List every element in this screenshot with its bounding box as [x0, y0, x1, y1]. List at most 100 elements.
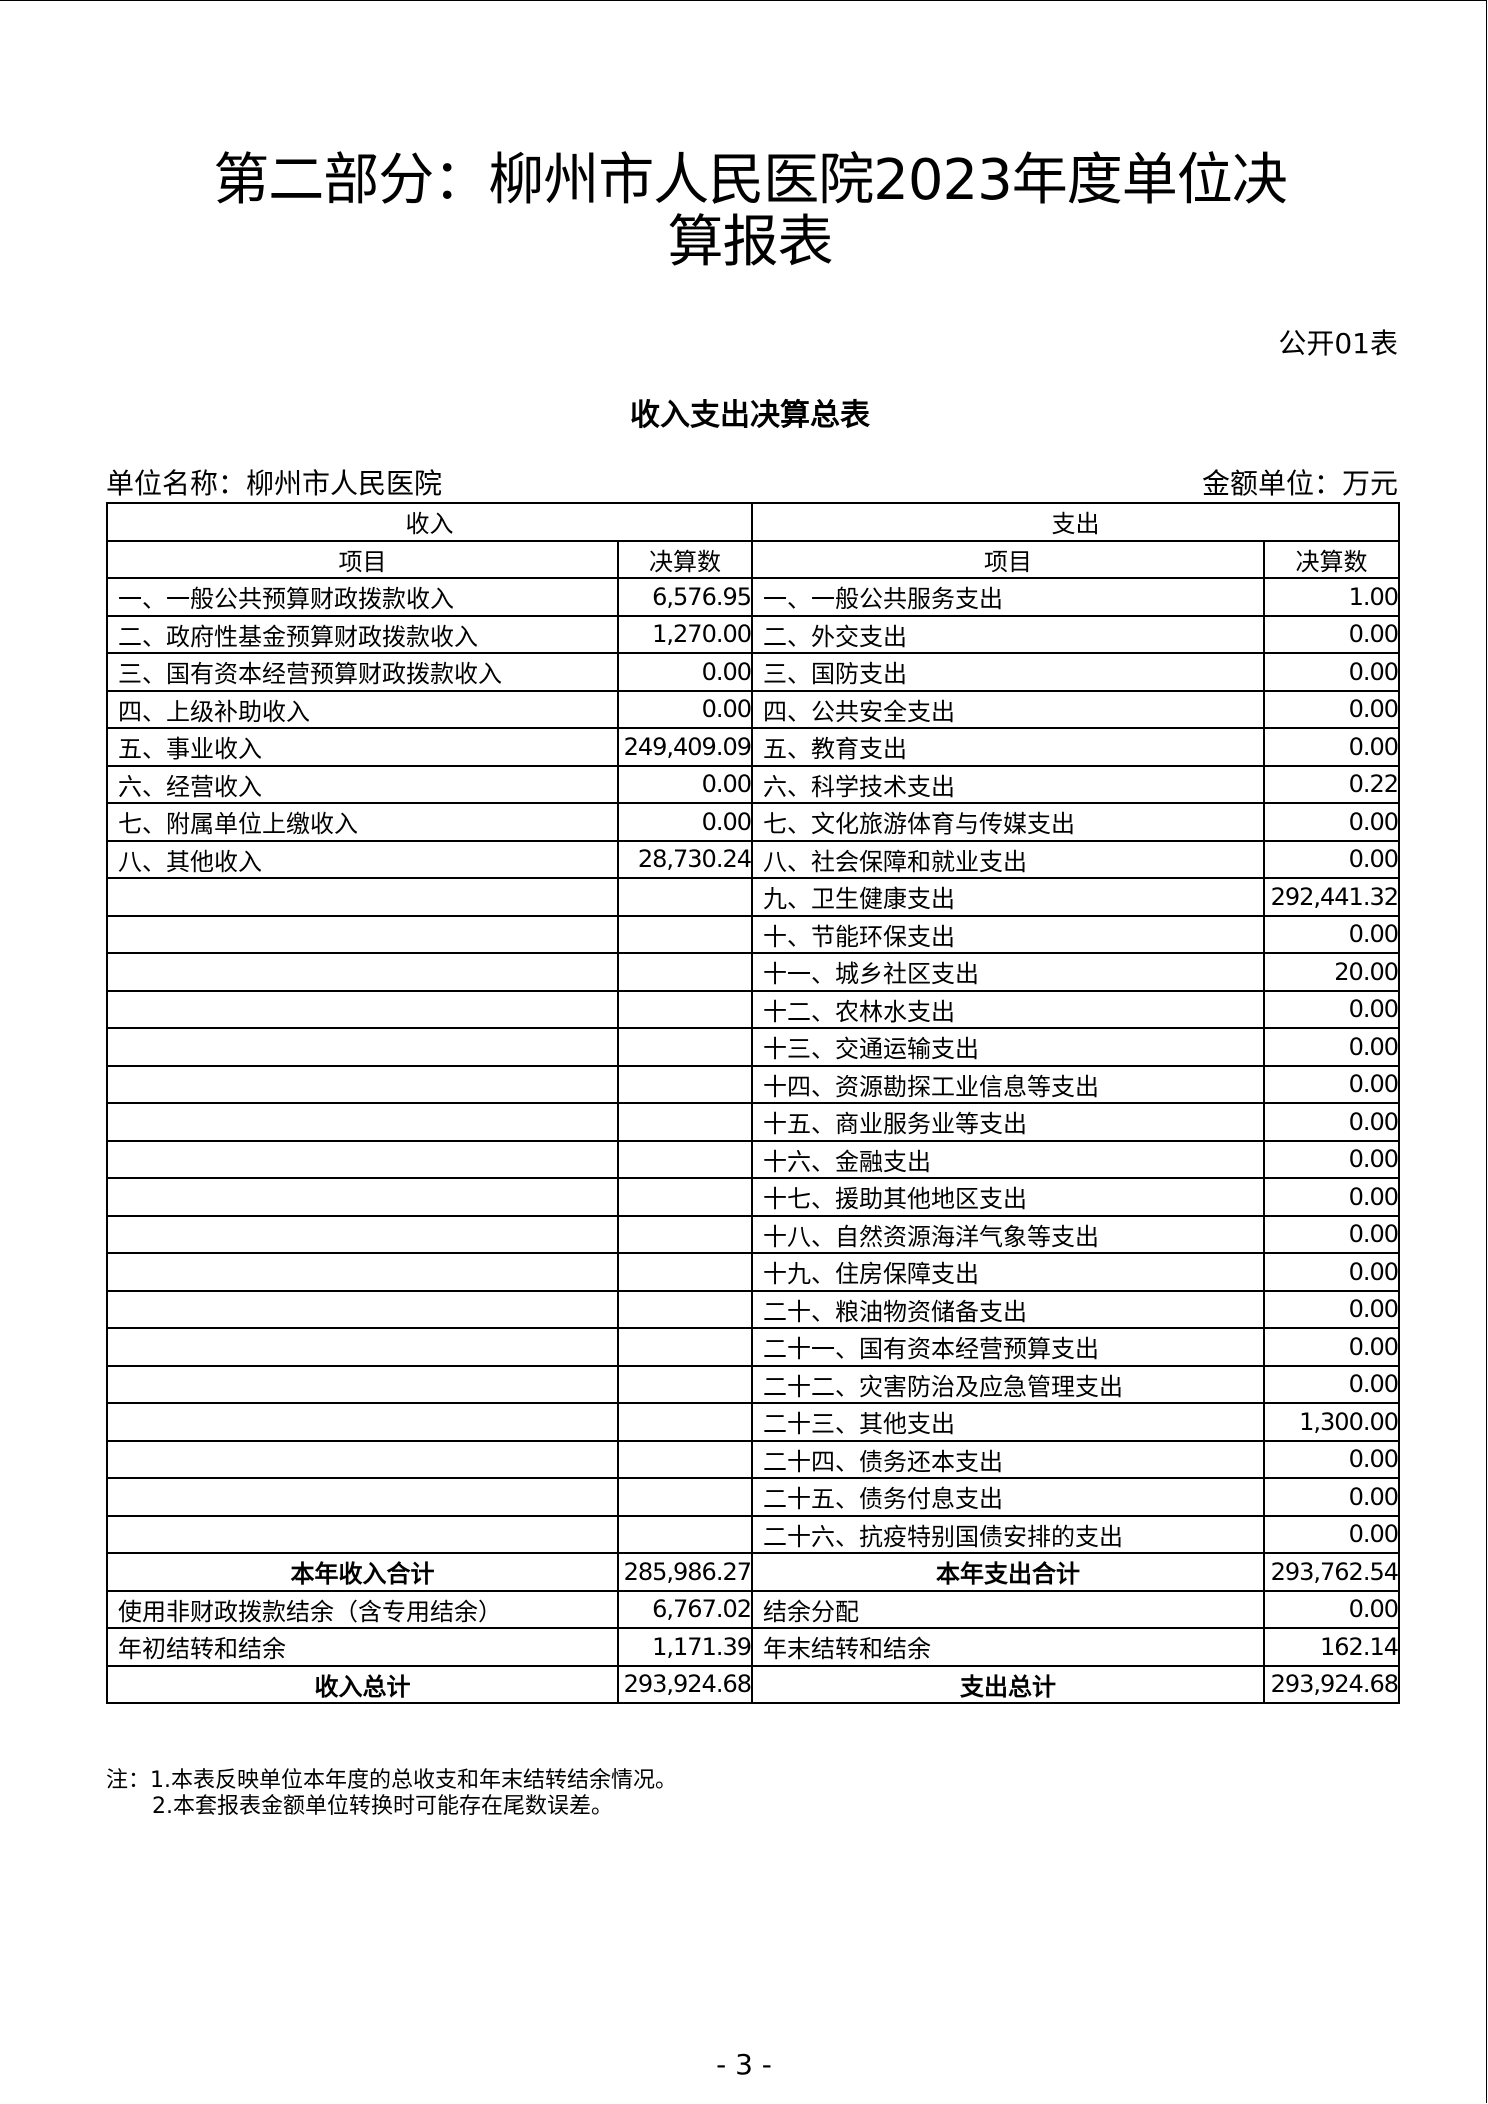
table-row: 九、卫生健康支出 292,441.32 [106, 877, 1400, 917]
table-row: 二十五、债务付息支出 0.00 [106, 1477, 1400, 1517]
expense-item: 二十五、债务付息支出 [751, 1477, 1265, 1517]
table-row: 十三、交通运输支出 0.00 [106, 1027, 1400, 1067]
table-row: 五、事业收入 249,409.09 五、教育支出 0.00 [106, 727, 1400, 767]
expense-amount: 0.00 [1263, 1177, 1400, 1217]
expense-amount: 0.00 [1263, 689, 1400, 729]
income-item: 五、事业收入 [106, 727, 619, 767]
expense-item: 二十三、其他支出 [751, 1402, 1265, 1442]
income-amount: 1,270.00 [617, 614, 753, 654]
table-row: 八、其他收入 28,730.24 八、社会保障和就业支出 0.00 [106, 839, 1400, 879]
table-row: 四、上级补助收入 0.00 四、公共安全支出 0.00 [106, 689, 1400, 729]
table-row: 十四、资源勘探工业信息等支出 0.00 [106, 1064, 1400, 1104]
expense-amount: 0.00 [1263, 1439, 1400, 1479]
expense-amount: 0.00 [1263, 1139, 1400, 1179]
income-amount: 249,409.09 [617, 727, 753, 767]
expense-amount: 0.00 [1263, 1364, 1400, 1404]
income-amount [617, 1514, 753, 1554]
expense-amount: 0.00 [1263, 652, 1400, 692]
expense-item: 十六、金融支出 [751, 1139, 1265, 1179]
page-title: 第二部分：柳州市人民医院2023年度单位决 算报表 [0, 150, 1488, 274]
expense-amount: 0.00 [1263, 1477, 1400, 1517]
summary-expense-value: 293,924.68 [1263, 1664, 1400, 1704]
expense-item-header: 项目 [751, 539, 1265, 579]
income-expense-table: 收入 支出 项目 决算数 项目 决算数 一、一般公共预算财政拨款收入 6,576.… [106, 502, 1400, 1704]
expense-amount: 0.00 [1263, 614, 1400, 654]
table-row: 二十六、抗疫特别国债安排的支出 0.00 [106, 1514, 1400, 1554]
section-header-row: 收入 支出 [106, 502, 1400, 542]
expense-item: 一、一般公共服务支出 [751, 577, 1265, 617]
expense-item: 六、科学技术支出 [751, 764, 1265, 804]
expense-item: 七、文化旅游体育与传媒支出 [751, 802, 1265, 842]
income-amount [617, 1139, 753, 1179]
income-item: 一、一般公共预算财政拨款收入 [106, 577, 619, 617]
income-item: 七、附属单位上缴收入 [106, 802, 619, 842]
expense-amount: 0.00 [1263, 1514, 1400, 1554]
table-row: 六、经营收入 0.00 六、科学技术支出 0.22 [106, 764, 1400, 804]
expense-item: 十五、商业服务业等支出 [751, 1102, 1265, 1142]
expense-item: 十三、交通运输支出 [751, 1027, 1265, 1067]
table-title: 收入支出决算总表 [630, 398, 870, 433]
expense-item: 四、公共安全支出 [751, 689, 1265, 729]
income-amount [617, 1027, 753, 1067]
income-item [106, 1327, 619, 1367]
note-1: 注：1.本表反映单位本年度的总收支和年末结转结余情况。 [106, 1768, 677, 1793]
summary-income-value: 1,171.39 [617, 1627, 753, 1667]
income-amount [617, 877, 753, 917]
income-item: 二、政府性基金预算财政拨款收入 [106, 614, 619, 654]
summary-expense-label: 支出总计 [751, 1664, 1265, 1704]
expense-amount: 0.00 [1263, 1327, 1400, 1367]
income-item [106, 877, 619, 917]
expense-item: 十八、自然资源海洋气象等支出 [751, 1214, 1265, 1254]
expense-amount: 0.00 [1263, 727, 1400, 767]
summary-income-label: 年初结转和结余 [106, 1627, 619, 1667]
expense-amount: 0.00 [1263, 914, 1400, 954]
income-amount: 0.00 [617, 652, 753, 692]
expense-amount: 0.00 [1263, 1027, 1400, 1067]
income-amount [617, 1402, 753, 1442]
income-item [106, 1027, 619, 1067]
table-row: 二、政府性基金预算财政拨款收入 1,270.00 二、外交支出 0.00 [106, 614, 1400, 654]
income-item [106, 1439, 619, 1479]
expense-amount: 0.00 [1263, 1289, 1400, 1329]
income-amount [617, 1252, 753, 1292]
income-item [106, 1289, 619, 1329]
table-row: 二十三、其他支出 1,300.00 [106, 1402, 1400, 1442]
note-2: 2.本套报表金额单位转换时可能存在尾数误差。 [152, 1794, 613, 1819]
expense-item: 二十一、国有资本经营预算支出 [751, 1327, 1265, 1367]
income-amount [617, 952, 753, 992]
expense-amount: 0.00 [1263, 1064, 1400, 1104]
expense-amount: 0.22 [1263, 764, 1400, 804]
income-amount [617, 989, 753, 1029]
income-item [106, 989, 619, 1029]
table-code: 公开01表 [1278, 327, 1398, 360]
income-item [106, 1252, 619, 1292]
summary-income-label: 本年收入合计 [106, 1552, 619, 1592]
table-row: 十一、城乡社区支出 20.00 [106, 952, 1400, 992]
income-item [106, 1139, 619, 1179]
unit-line: 单位名称：柳州市人民医院 金额单位：万元 [106, 462, 1398, 502]
expense-item: 二十六、抗疫特别国债安排的支出 [751, 1514, 1265, 1554]
expense-amount: 0.00 [1263, 802, 1400, 842]
summary-expense-value: 0.00 [1263, 1589, 1400, 1629]
income-item: 三、国有资本经营预算财政拨款收入 [106, 652, 619, 692]
summary-row: 本年收入合计 285,986.27 本年支出合计 293,762.54 [106, 1552, 1400, 1592]
income-item [106, 1477, 619, 1517]
summary-row: 收入总计 293,924.68 支出总计 293,924.68 [106, 1664, 1400, 1704]
income-amount [617, 1177, 753, 1217]
expense-amount: 1.00 [1263, 577, 1400, 617]
summary-expense-label: 结余分配 [751, 1589, 1265, 1629]
summary-income-value: 285,986.27 [617, 1552, 753, 1592]
table-row: 二十、粮油物资储备支出 0.00 [106, 1289, 1400, 1329]
income-item [106, 1514, 619, 1554]
expense-item: 三、国防支出 [751, 652, 1265, 692]
income-amount: 0.00 [617, 764, 753, 804]
expense-amount: 0.00 [1263, 839, 1400, 879]
table-row: 十、节能环保支出 0.00 [106, 914, 1400, 954]
income-item [106, 1214, 619, 1254]
table-row: 十九、住房保障支出 0.00 [106, 1252, 1400, 1292]
expense-amount: 20.00 [1263, 952, 1400, 992]
expense-amount: 0.00 [1263, 1102, 1400, 1142]
summary-row: 年初结转和结余 1,171.39 年末结转和结余 162.14 [106, 1627, 1400, 1667]
income-header: 收入 [106, 502, 753, 542]
